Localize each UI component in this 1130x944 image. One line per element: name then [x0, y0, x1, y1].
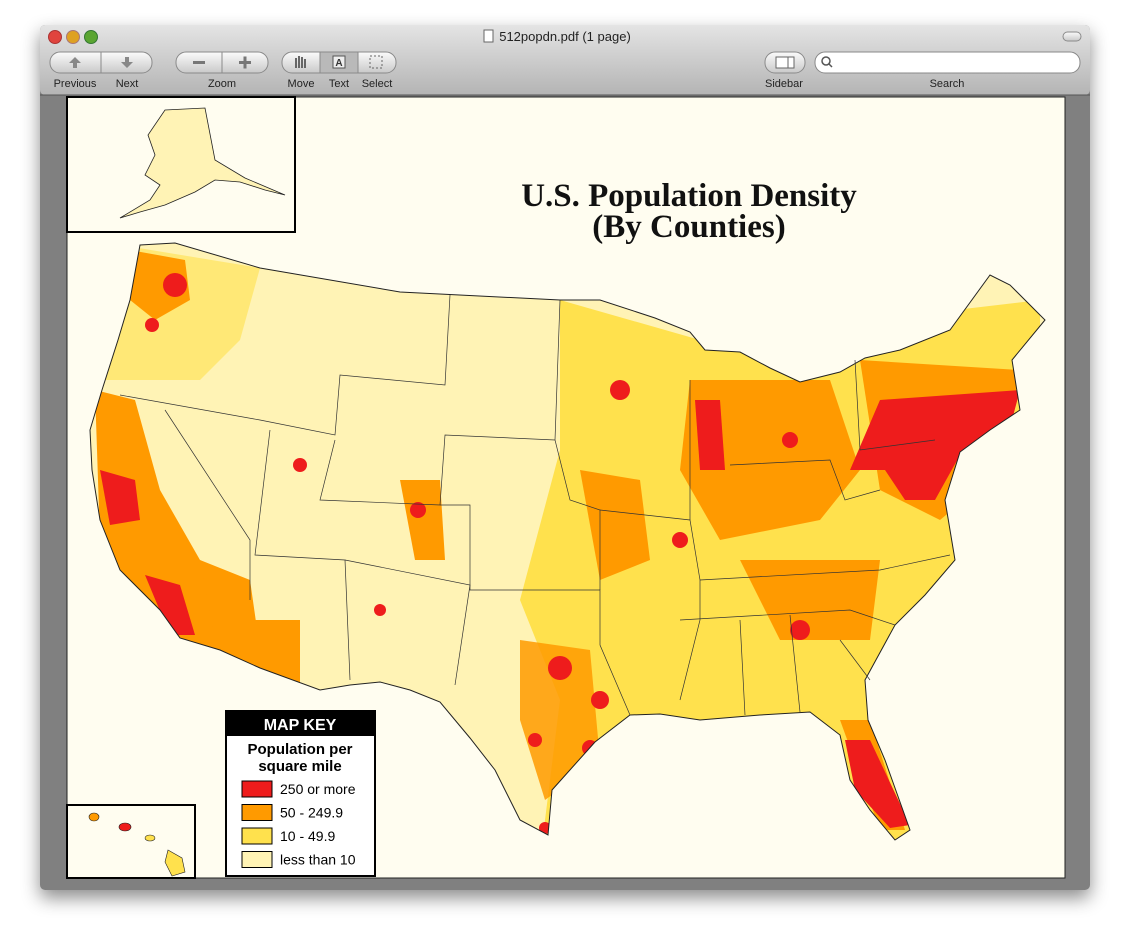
legend-swatch — [241, 851, 273, 868]
window-title: 512popdn.pdf (1 page) — [499, 29, 631, 44]
zoom-button[interactable] — [84, 30, 98, 44]
doc-icon — [483, 29, 494, 43]
title-bar — [40, 25, 1090, 95]
map-key-subtitle: square mile — [258, 758, 341, 775]
search-field[interactable] — [814, 51, 1081, 74]
select-label: Select — [362, 78, 393, 90]
svg-text:A: A — [335, 58, 342, 69]
search-label: Search — [930, 78, 965, 90]
text-label: Text — [329, 78, 349, 90]
close-button[interactable] — [48, 30, 62, 44]
legend-label: less than 10 — [280, 852, 356, 868]
sidebar-label: Sidebar — [765, 78, 803, 90]
toolbar-toggle[interactable] — [1062, 31, 1082, 42]
state-borders — [119, 294, 951, 716]
legend-swatch — [241, 804, 273, 821]
zoom-label: Zoom — [208, 78, 236, 90]
map-subtitle: (By Counties) — [592, 209, 785, 245]
alaska — [119, 107, 286, 219]
legend-swatch — [241, 780, 273, 798]
legend-label: 250 or more — [280, 781, 356, 797]
previous-label: Previous — [54, 78, 97, 90]
move-label: Move — [288, 78, 315, 90]
legend-swatch — [241, 827, 273, 845]
legend-label: 10 - 49.9 — [280, 828, 335, 844]
next-label: Next — [116, 78, 139, 90]
minimize-button[interactable] — [66, 30, 80, 44]
map-key-subtitle: Population per — [248, 741, 353, 758]
legend-label: 50 - 249.9 — [280, 805, 343, 821]
map-title: U.S. Population Density — [521, 178, 857, 214]
map-key-title: MAP KEY — [264, 717, 337, 734]
